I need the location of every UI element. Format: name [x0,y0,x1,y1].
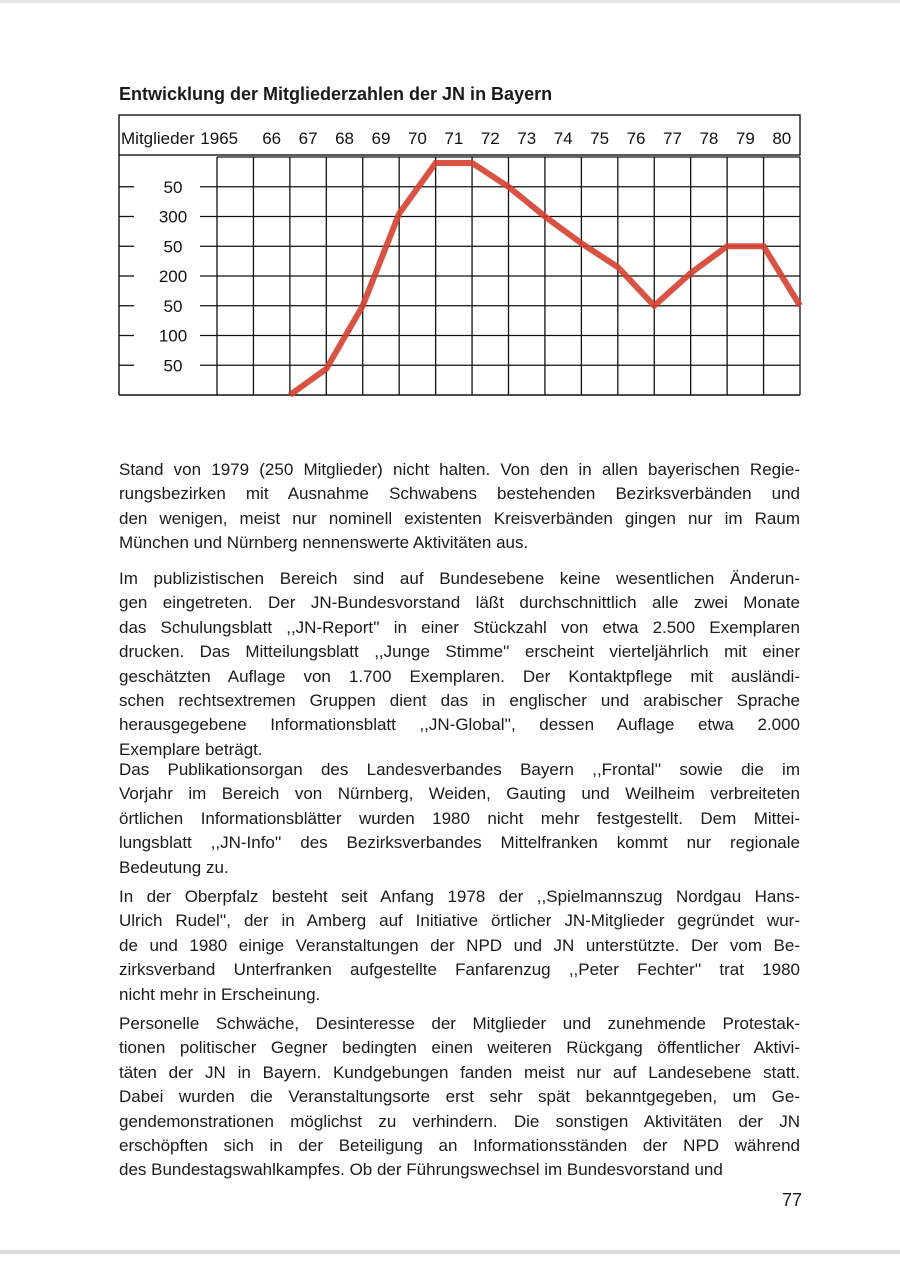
text-line: Dabei wurden die Veranstaltungsorte erst… [119,1087,800,1107]
text-line: Bedeutung zu. [119,857,229,877]
text-line: örtlichen Informationsblätter wurden 198… [119,808,800,828]
header-label: Mitglieder [121,129,195,148]
paragraph-4: In der Oberpfalz besteht seit Anfang 197… [119,885,800,1007]
text-line: geschätzten Auflage von 1.700 Exemplaren… [119,666,800,686]
x-tick-label: 79 [736,129,755,148]
x-tick-label: 73 [517,129,536,148]
x-tick-label: 67 [299,129,318,148]
text-line: des Bundestagswahlkampfes. Ob der Führun… [119,1160,723,1180]
paragraph-1: Stand von 1979 (250 Mitglieder) nicht ha… [119,458,800,556]
x-tick-label: 77 [663,129,682,148]
text-line: gen eingetreten. Der JN-Bundesvorstand l… [119,593,800,613]
y-tick-label: 300 [159,208,187,227]
y-tick-label: 200 [159,267,187,286]
text-line: schen rechtsextremen Gruppen dient das i… [119,691,800,711]
x-tick-label: 66 [262,129,281,148]
text-line: nicht mehr in Erscheinung. [119,984,321,1004]
x-tick-label: 71 [444,129,463,148]
text-line: lungsblatt ,,JN-Info'' des Bezirksverban… [119,833,800,853]
x-tick-label: 80 [772,129,791,148]
paragraph-5: Personelle Schwäche, Desinteresse der Mi… [119,1012,800,1183]
x-tick-label: 1965 [200,129,238,148]
text-line: Exemplare beträgt. [119,739,263,759]
text-line: täten der JN in Bayern. Kundgebungen fan… [119,1062,800,1082]
y-tick-label: 100 [159,327,187,346]
text-line: Im publizistischen Bereich sind auf Bund… [119,569,800,588]
text-line: Stand von 1979 (250 Mitglieder) nicht ha… [119,460,800,479]
y-tick-label: 50 [164,178,183,197]
x-tick-label: 75 [590,129,609,148]
x-tick-label: 76 [627,129,646,148]
page-number: 77 [782,1190,803,1210]
x-tick-label: 70 [408,129,427,148]
text-line: den wenigen, meist nur nominell existent… [119,508,800,528]
y-tick-label: 50 [164,297,183,316]
page-top-edge [0,0,900,3]
membership-chart: Mitglieder 1965 66 67 68 69 70 71 72 73 74 75 76 77 78… [118,114,803,398]
paragraph-2: Im publizistischen Bereich sind auf Bund… [119,567,800,762]
chart-title: Entwicklung der Mitgliederzahlen der JN … [119,84,553,104]
y-tick-label: 50 [164,356,183,375]
x-tick-label: 78 [699,129,718,148]
text-line: rungsbezirken mit Ausnahme Schwabens bes… [119,484,800,504]
header-box [118,114,801,156]
x-tick-label: 69 [372,129,391,148]
text-line: Personelle Schwäche, Desinteresse der Mi… [119,1014,800,1033]
text-line: München und Nürnberg nennenswerte Aktivi… [119,533,529,553]
text-line: Ulrich Rudel'', der in Amberg auf Initia… [119,911,800,931]
x-tick-label: 74 [554,129,573,148]
text-line: zirksverband Unterfranken aufgestellte F… [119,960,800,980]
text-line: drucken. Das Mitteilungsblatt ,,Junge St… [119,642,800,662]
text-line: gendemonstrationen möglichst zu verhinde… [119,1111,800,1131]
page-bottom-edge [0,1250,900,1254]
text-line: tionen politischer Gegner bedingten eine… [119,1038,800,1058]
y-tick-label: 50 [164,237,183,256]
x-tick-label: 72 [481,129,500,148]
text-line: erschöpften sich in der Beteiligung an I… [119,1136,800,1156]
paragraph-3: Das Publikationsorgan des Landesverbande… [119,758,800,880]
text-line: herausgegebene Informationsblatt ,,JN-Gl… [119,715,800,735]
text-line: Vorjahr im Bereich von Nürnberg, Weiden,… [119,784,800,804]
text-line: In der Oberpfalz besteht seit Anfang 197… [119,887,800,906]
text-line: Das Publikationsorgan des Landesverbande… [119,760,800,779]
text-line: das Schulungsblatt ,,JN-Report'' in eine… [119,617,800,637]
text-line: de und 1980 einige Veranstaltungen der N… [119,935,800,955]
x-tick-label: 68 [335,129,354,148]
